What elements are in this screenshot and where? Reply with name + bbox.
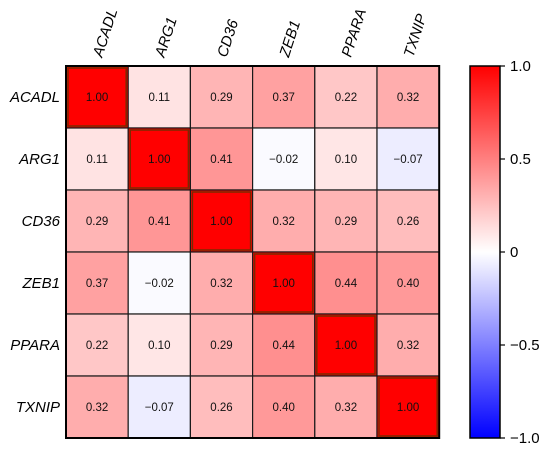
column-label-cd36: CD36 (214, 17, 242, 59)
cell-value-label: 0.22 (86, 340, 108, 352)
cell-value-label: 1.00 (397, 402, 419, 414)
diagonal-cell-outline (67, 67, 127, 127)
heatmap-cell-acadl-acadl (65, 65, 129, 129)
cell-value-label: 1.00 (86, 92, 108, 104)
heatmap-cell-cd36-ppara (314, 189, 378, 253)
colorbar-tick-label: 0.5 (510, 151, 531, 168)
heatmap-cell-ppara-acadl (65, 313, 129, 377)
cell-value-label: 0.29 (210, 92, 232, 104)
cell-value-label: 0.22 (335, 92, 357, 104)
column-label-zeb1: ZEB1 (276, 18, 304, 60)
heatmap-cell-zeb1-zeb1 (252, 251, 316, 315)
cell-value-label: 0.10 (335, 154, 357, 166)
heatmap-cell-cd36-zeb1 (252, 189, 316, 253)
heatmap-cell-arg1-zeb1 (252, 127, 316, 191)
column-label-acadl: ACADL (89, 6, 121, 60)
cell-value-label: 1.00 (273, 278, 295, 290)
cell-value-label: 1.00 (210, 216, 232, 228)
heatmap-cell-acadl-txnip (376, 65, 440, 129)
cell-value-label: 0.11 (149, 92, 171, 104)
colorbar-tick-label: −1.0 (510, 430, 540, 447)
heatmap-cell-zeb1-arg1 (127, 251, 191, 315)
cell-value-label: 0.37 (86, 278, 108, 290)
heatmap-cell-arg1-arg1 (127, 127, 191, 191)
heatmap-frame (65, 65, 441, 439)
row-label-txnip: TXNIP (16, 399, 60, 416)
heatmap-cell-cd36-txnip (376, 189, 440, 253)
heatmap-cell-cd36-arg1 (127, 189, 191, 253)
heatmap-cell-ppara-cd36 (189, 313, 254, 377)
row-label-arg1: ARG1 (18, 151, 60, 168)
heatmap-cell-txnip-txnip (376, 375, 440, 439)
cell-value-label: 0.32 (397, 340, 419, 352)
heatmap-cell-zeb1-acadl (65, 251, 129, 315)
heatmap-cell-zeb1-cd36 (189, 251, 254, 315)
cell-value-label: 0.10 (148, 340, 170, 352)
heatmap-cell-txnip-acadl (65, 375, 129, 439)
cell-value-label: 0.40 (397, 278, 419, 290)
diagonal-cell-outline (129, 129, 190, 189)
cell-value-label: 0.37 (273, 92, 295, 104)
row-label-acadl: ACADL (9, 89, 60, 106)
row-label-cd36: CD36 (22, 213, 61, 230)
heatmap-cell-acadl-arg1 (127, 65, 191, 129)
cell-value-label: 0.11 (86, 154, 108, 166)
colorbar-tick-label: 1.0 (510, 58, 531, 75)
column-label-ppara: PPARA (339, 7, 371, 60)
cell-value-label: 0.26 (397, 216, 419, 228)
cell-value-label: 0.32 (397, 92, 419, 104)
heatmap-cell-zeb1-ppara (314, 251, 378, 315)
cell-value-label: 0.44 (273, 340, 296, 352)
cell-value-label: 0.40 (273, 402, 295, 414)
diagonal-cell-outline (191, 191, 252, 251)
cell-value-label: 0.32 (210, 278, 232, 290)
colorbar (469, 65, 501, 439)
cell-value-label: 0.32 (335, 402, 357, 414)
heatmap-cell-ppara-ppara (314, 313, 378, 377)
row-label-zeb1: ZEB1 (21, 275, 60, 292)
cell-value-label: 0.29 (86, 216, 108, 228)
column-label-txnip: TXNIP (401, 12, 431, 59)
colorbar-tick-label: 0 (510, 244, 518, 261)
diagonal-cell-outline (378, 377, 438, 437)
cell-value-label: 0.29 (335, 216, 357, 228)
colorbar-tick-label: −0.5 (510, 337, 540, 354)
cell-value-label: 0.41 (210, 154, 232, 166)
column-label-arg1: ARG1 (152, 15, 181, 60)
diagonal-cell-outline (253, 253, 314, 313)
diagonal-cell-outline (316, 315, 376, 375)
cell-value-label: 0.44 (335, 278, 358, 290)
cell-value-label: 0.26 (210, 402, 232, 414)
cell-value-label: −0.02 (145, 278, 174, 290)
cell-value-label: 0.32 (273, 216, 295, 228)
row-label-ppara: PPARA (10, 337, 60, 354)
cell-value-label: −0.02 (269, 154, 298, 166)
heatmap-cell-arg1-txnip (376, 127, 440, 191)
cell-value-label: 0.32 (86, 402, 108, 414)
cell-value-label: −0.07 (145, 402, 174, 414)
cell-value-label: 1.00 (148, 154, 170, 166)
cell-value-label: −0.07 (394, 154, 423, 166)
cell-value-label: 0.29 (210, 340, 232, 352)
cell-value-label: 0.41 (148, 216, 170, 228)
cell-value-label: 1.00 (335, 340, 357, 352)
heatmap-cell-ppara-zeb1 (252, 313, 316, 377)
